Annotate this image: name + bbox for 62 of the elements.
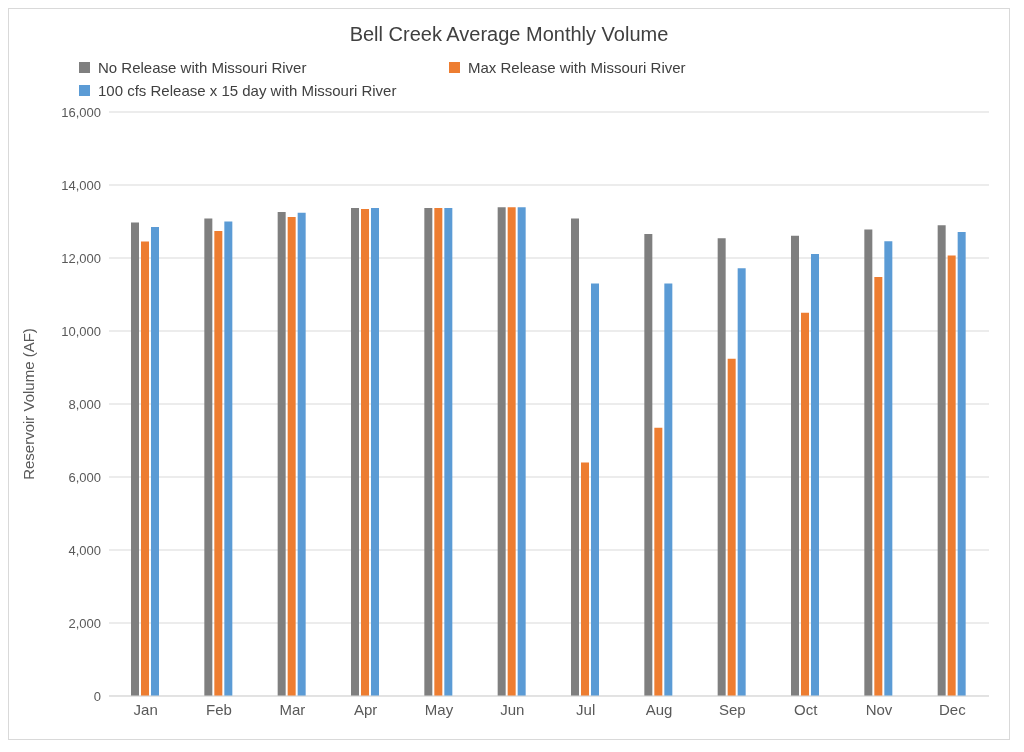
bar — [571, 218, 579, 696]
bar — [884, 241, 893, 696]
bar — [444, 208, 453, 696]
bar — [727, 358, 736, 696]
bar — [507, 207, 516, 696]
bar — [874, 276, 883, 696]
x-tick-label: Feb — [206, 700, 232, 718]
x-tick-label: May — [424, 700, 454, 718]
x-tick-label: Oct — [793, 700, 819, 718]
bar — [811, 253, 819, 696]
y-tick-label: 4,000 — [68, 542, 101, 558]
bar — [947, 255, 956, 696]
bar — [141, 241, 149, 696]
y-tick-label: 14,000 — [61, 177, 101, 193]
bar — [737, 268, 746, 696]
legend-label: Max Release with Missouri River — [467, 59, 687, 76]
x-tick-label: Sep — [718, 700, 746, 718]
bar — [517, 207, 526, 696]
bar — [864, 229, 873, 696]
bar — [224, 221, 233, 696]
legend-label: No Release with Missouri River — [97, 59, 308, 76]
bar — [791, 235, 799, 696]
y-tick-label: 6,000 — [68, 469, 101, 485]
bar — [351, 208, 359, 696]
bar — [801, 312, 809, 696]
bar — [957, 232, 966, 696]
bar — [131, 222, 139, 696]
bar — [434, 208, 443, 696]
bar — [361, 209, 369, 696]
x-tick-label: Nov — [865, 700, 893, 718]
x-tick-label: Aug — [645, 700, 673, 718]
y-tick-label: 2,000 — [68, 615, 101, 631]
y-tick-label: 0 — [93, 688, 101, 704]
y-tick-label: 16,000 — [61, 104, 101, 120]
bar — [287, 217, 296, 696]
bar — [654, 427, 663, 696]
bar — [937, 225, 946, 696]
bar — [297, 212, 306, 696]
bar — [204, 218, 213, 696]
bar — [644, 233, 653, 696]
x-tick-label: Jul — [576, 700, 596, 718]
y-tick-label: 8,000 — [68, 396, 101, 412]
legend-label: 100 cfs Release x 15 day with Missouri River — [97, 82, 398, 99]
x-tick-label: Mar — [279, 700, 306, 718]
x-tick-label: Jan — [133, 700, 158, 718]
y-tick-label: 10,000 — [61, 323, 101, 339]
bar — [497, 207, 506, 696]
bar — [581, 462, 589, 696]
bar — [664, 283, 673, 696]
bar — [214, 230, 223, 696]
bar — [591, 283, 599, 696]
bar — [371, 208, 379, 696]
bar — [151, 226, 159, 696]
x-tick-label: Apr — [353, 700, 378, 718]
bar — [424, 208, 433, 696]
y-tick-label: 12,000 — [61, 250, 101, 266]
chart-title: Bell Creek Average Monthly Volume — [348, 23, 670, 46]
bar — [277, 212, 286, 696]
y-axis-title: Reservoir Volume (AF) — [20, 328, 38, 480]
x-tick-label: Jun — [500, 700, 525, 718]
x-tick-label: Dec — [938, 700, 967, 718]
bar — [717, 238, 726, 696]
